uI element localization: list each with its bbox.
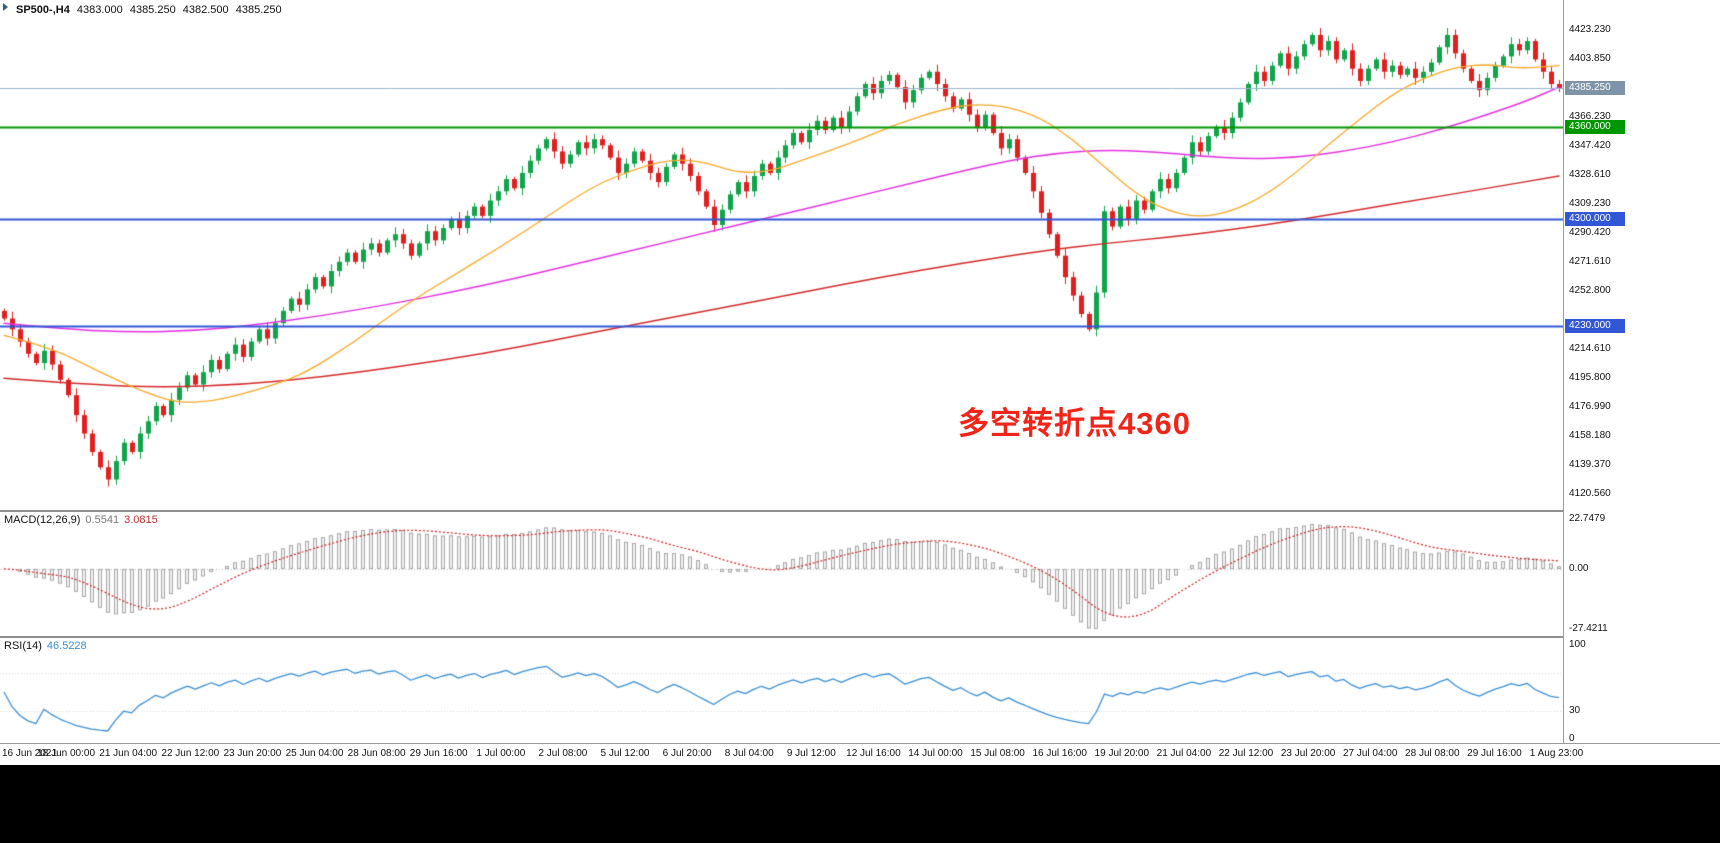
price-tick-label: 4290.420 xyxy=(1569,227,1611,238)
price-axis[interactable]: 4423.230 4403.850 4366.230 4347.420 4328.610… xyxy=(1563,0,1720,744)
annotation-text-object[interactable]: 多空转折点4360 xyxy=(958,406,1191,441)
price-chart-canvas[interactable] xyxy=(0,0,1563,510)
macd-panel-canvas[interactable] xyxy=(0,512,1563,636)
one-click-trading-toggle-icon[interactable] xyxy=(3,3,8,11)
rsi-tick-label: 30 xyxy=(1569,704,1581,716)
time-axis-label: 1 Jul 00:00 xyxy=(476,748,526,759)
macd-tick-label: 22.7479 xyxy=(1569,513,1606,524)
panel-splitter-macd[interactable] xyxy=(0,510,1720,512)
macd-tick-label: 0.00 xyxy=(1569,562,1589,574)
time-axis-label: 19 Jul 20:00 xyxy=(1094,748,1150,759)
time-axis-label: 14 Jul 00:00 xyxy=(908,748,963,759)
price-level-badge: 4300.000 xyxy=(1565,212,1625,226)
macd-signal-value: 3.0815 xyxy=(124,514,158,526)
rsi-panel-canvas[interactable] xyxy=(0,638,1563,743)
time-axis-label: 22 Jun 12:00 xyxy=(161,748,220,759)
time-axis[interactable]: 16 Jun 2021 18 Jun 00:00 21 Jun 04:00 22 Ju… xyxy=(0,743,1720,765)
price-level-badge: 4230.000 xyxy=(1565,319,1625,333)
time-axis-label: 28 Jul 08:00 xyxy=(1405,748,1460,759)
time-axis-label: 16 Jun 2021 xyxy=(2,748,58,759)
rsi-value: 46.5228 xyxy=(46,640,87,652)
ohlc-high-value: 4385.250 xyxy=(129,4,176,16)
price-tick-label: 4309.230 xyxy=(1569,198,1611,209)
time-axis-label: 29 Jul 16:00 xyxy=(1467,748,1522,759)
time-axis-label: 23 Jul 20:00 xyxy=(1280,748,1336,759)
time-axis-label: 25 Jun 04:00 xyxy=(285,748,344,759)
time-axis-label: 6 Jul 20:00 xyxy=(662,748,712,759)
ohlc-open-value: 4383.000 xyxy=(76,4,123,16)
price-tick-label: 4423.230 xyxy=(1569,24,1611,35)
time-axis-label: 22 Jul 12:00 xyxy=(1218,748,1274,759)
macd-indicator-label: MACD(12,26,9) 0.5541 3.0815 xyxy=(4,514,158,526)
price-tick-label: 4195.800 xyxy=(1569,372,1611,383)
price-tick-label: 4403.850 xyxy=(1569,53,1611,64)
price-level-badge: 4360.000 xyxy=(1565,120,1625,134)
price-tick-label: 4366.230 xyxy=(1569,111,1611,122)
bottom-black-bar xyxy=(0,765,1720,843)
price-tick-label: 4120.560 xyxy=(1569,488,1611,499)
macd-tick-label: -27.4211 xyxy=(1569,623,1608,634)
macd-name: MACD(12,26,9) xyxy=(4,514,81,526)
time-axis-label: 28 Jun 08:00 xyxy=(347,748,406,759)
macd-main-value: 0.5541 xyxy=(85,514,120,526)
price-tick-label: 4271.610 xyxy=(1569,256,1611,267)
rsi-tick-label: 0 xyxy=(1569,733,1575,744)
time-axis-label: 2 Jul 08:00 xyxy=(538,748,588,759)
time-axis-label: 21 Jun 04:00 xyxy=(99,748,158,759)
price-tick-label: 4347.420 xyxy=(1569,140,1611,151)
time-axis-label: 18 Jun 00:00 xyxy=(37,748,96,759)
time-axis-label: 9 Jul 12:00 xyxy=(786,748,836,759)
time-axis-label: 1 Aug 23:00 xyxy=(1529,748,1584,759)
time-axis-label: 15 Jul 08:00 xyxy=(970,748,1025,759)
price-level-badge: 4385.250 xyxy=(1565,81,1625,95)
time-axis-label: 16 Jul 16:00 xyxy=(1032,748,1087,759)
time-axis-label: 8 Jul 04:00 xyxy=(724,748,774,759)
price-tick-label: 4214.610 xyxy=(1569,343,1611,354)
panel-splitter-rsi[interactable] xyxy=(0,636,1720,638)
time-axis-label: 12 Jul 16:00 xyxy=(846,748,901,759)
rsi-indicator-label: RSI(14) 46.5228 xyxy=(4,640,87,652)
rsi-name: RSI(14) xyxy=(4,640,42,652)
ohlc-close-value: 4385.250 xyxy=(235,4,282,16)
chart-title: SP500-,H4 4383.000 4385.250 4382.500 438… xyxy=(16,4,286,16)
price-tick-label: 4176.990 xyxy=(1569,401,1611,412)
rsi-tick-label: 100 xyxy=(1569,639,1586,650)
time-axis-label: 5 Jul 12:00 xyxy=(600,748,650,759)
price-tick-label: 4158.180 xyxy=(1569,430,1611,441)
price-tick-label: 4139.370 xyxy=(1569,459,1611,470)
ohlc-low-value: 4382.500 xyxy=(182,4,229,16)
time-axis-label: 21 Jul 04:00 xyxy=(1156,748,1212,759)
price-tick-label: 4328.610 xyxy=(1569,169,1611,180)
time-axis-label: 29 Jun 16:00 xyxy=(409,748,468,759)
price-tick-label: 4252.800 xyxy=(1569,285,1611,296)
symbol-timeframe-label: SP500-,H4 xyxy=(16,4,70,16)
time-axis-label: 23 Jun 20:00 xyxy=(223,748,282,759)
time-axis-label: 27 Jul 04:00 xyxy=(1342,748,1398,759)
